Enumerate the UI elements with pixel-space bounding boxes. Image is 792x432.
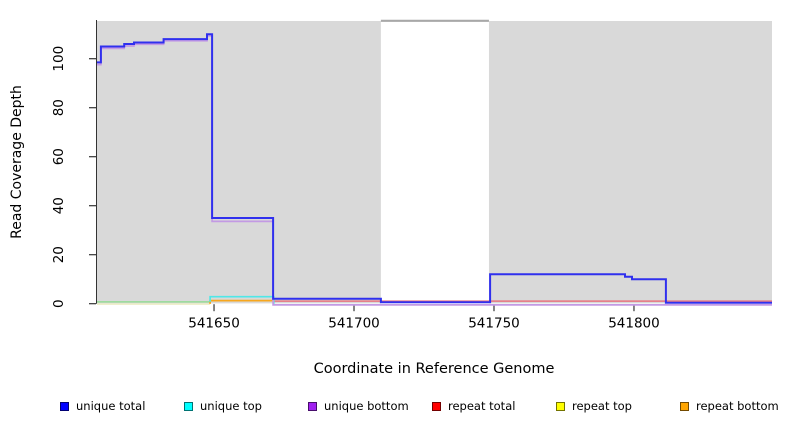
series-unique-total (97, 33, 772, 304)
y-tick-label: 80 (51, 99, 67, 116)
legend-swatch-repeat-bottom (680, 401, 689, 411)
annotation-band (97, 21, 381, 304)
legend-swatch-repeat-total (432, 401, 441, 411)
annotation-band (488, 21, 772, 304)
y-axis-title: Read Coverage Depth (9, 85, 25, 239)
y-tick-label: 0 (51, 299, 67, 308)
legend-label: repeat bottom (696, 399, 779, 413)
legend-label: repeat top (572, 399, 632, 413)
legend-item-unique-bottom: unique bottom (308, 399, 409, 413)
x-axis-title: Coordinate in Reference Genome (313, 361, 555, 377)
x-tick-label: 541750 (468, 316, 520, 332)
y-tick-label: 20 (51, 246, 67, 263)
y-tick-label: 100 (51, 46, 67, 72)
legend-item-repeat-top: repeat top (556, 399, 632, 413)
y-tick-label: 60 (51, 148, 67, 165)
legend-label: repeat total (448, 399, 516, 413)
legend-swatch-unique-top (184, 401, 193, 411)
legend-item-repeat-bottom: repeat bottom (680, 399, 779, 413)
x-tick-label: 541650 (188, 316, 240, 332)
legend-swatch-unique-bottom (308, 401, 317, 411)
legend-label: unique bottom (324, 399, 409, 413)
x-tick-label: 541700 (328, 316, 380, 332)
y-tick-label: 40 (51, 197, 67, 214)
legend-item-unique-top: unique top (184, 399, 262, 413)
legend-swatch-unique-total (60, 401, 69, 411)
legend-label: unique total (76, 399, 146, 413)
legend-item-repeat-total: repeat total (432, 399, 515, 413)
x-tick-label: 541800 (608, 316, 660, 332)
legend-item-unique-total: unique total (60, 399, 145, 413)
legend-label: unique top (200, 399, 262, 413)
legend-swatch-repeat-top (556, 401, 565, 411)
